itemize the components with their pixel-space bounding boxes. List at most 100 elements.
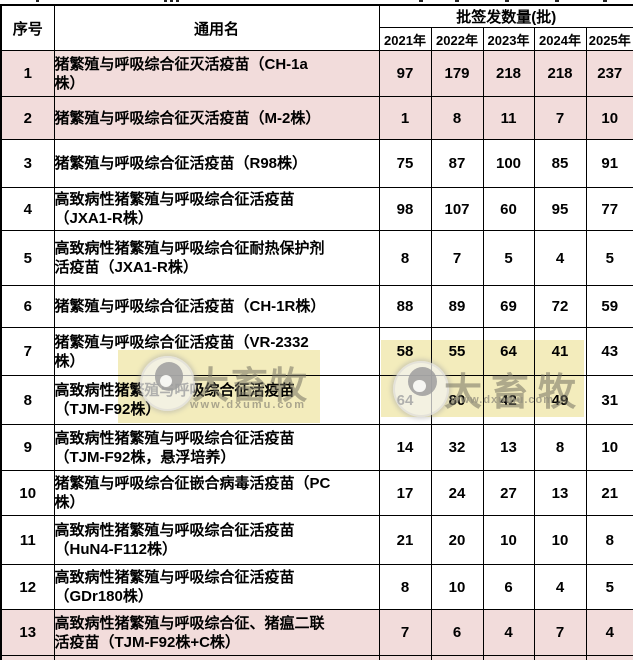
row-year-value (430, 655, 484, 660)
row-year-value: 237 (585, 50, 633, 97)
table-row: 9 高致病性猪繁殖与呼吸综合征活疫苗 （TJM-F92株，悬浮培养） 14 32 13 8… (0, 424, 633, 471)
row-year-value: 95 (533, 187, 587, 231)
row-year-value: 8 (533, 424, 587, 471)
row-year-value: 8 (378, 564, 432, 610)
row-year-value: 42 (482, 375, 535, 425)
row-generic-name: 猪繁殖与呼吸综合征活疫苗（VR-2332 株） (53, 327, 380, 376)
row-year-value: 88 (378, 285, 432, 328)
row-year-value: 8 (430, 96, 484, 140)
row-year-value: 179 (430, 50, 484, 97)
row-year-value (378, 655, 432, 660)
row-year-value: 10 (430, 564, 484, 610)
row-year-value: 10 (585, 424, 633, 471)
row-year-value: 10 (482, 515, 535, 565)
row-generic-name: 猪繁殖与呼吸综合征灭活疫苗（CH-1a 株） (53, 50, 380, 97)
batch-release-table: 序号 通用名 批签发数量(批) 2021年 2022年 2023年 2024年 … (0, 4, 633, 660)
row-year-value: 5 (585, 564, 633, 610)
table-row: 8 高致病性猪繁殖与呼吸综合征活疫苗 （TJM-F92株） 64 80 42 49 31 (0, 375, 633, 425)
row-year-value: 7 (533, 96, 587, 140)
table-row-partial (0, 655, 633, 660)
row-year-value: 43 (585, 327, 633, 376)
row-year-value: 75 (378, 139, 432, 188)
row-year-value: 8 (378, 230, 432, 286)
row-year-value: 4 (533, 564, 587, 610)
row-year-value: 10 (585, 96, 633, 140)
table-row: 12 高致病性猪繁殖与呼吸综合征活疫苗 （GDr180株） 8 10 6 4 5 (0, 564, 633, 610)
row-year-value: 87 (430, 139, 484, 188)
row-year-value: 218 (533, 50, 587, 97)
row-year-value: 6 (482, 564, 535, 610)
table-row: 6 猪繁殖与呼吸综合征活疫苗（CH-1R株） 88 89 69 72 59 (0, 285, 633, 328)
header-row-years: 2021年 2022年 2023年 2024年 2025年 (1, 27, 633, 51)
row-year-value: 13 (482, 424, 535, 471)
row-year-value: 97 (378, 50, 432, 97)
table-row: 10 猪繁殖与呼吸综合征嵌合病毒活疫苗（PC 株） 17 24 27 13 21 (0, 470, 633, 516)
row-year-value: 5 (585, 230, 633, 286)
header-batch-quantity-group: 批签发数量(批) (378, 4, 633, 28)
row-serial: 1 (0, 50, 55, 97)
row-year-value: 58 (378, 327, 432, 376)
table-row: 2 猪繁殖与呼吸综合征灭活疫苗（M-2株） 1 8 11 7 10 (0, 96, 633, 140)
row-year-value: 49 (533, 375, 587, 425)
row-generic-name: 猪繁殖与呼吸综合征嵌合病毒活疫苗（PC 株） (53, 470, 380, 516)
row-serial (0, 655, 55, 660)
clipped-row-above (0, 0, 633, 4)
row-year-value: 100 (482, 139, 535, 188)
header-row-group: 序号 通用名 批签发数量(批) (0, 4, 633, 51)
row-year-value: 64 (378, 375, 432, 425)
row-year-value (533, 655, 587, 660)
row-year-value: 89 (430, 285, 484, 328)
row-year-value: 85 (533, 139, 587, 188)
row-year-value (482, 655, 535, 660)
row-year-value: 20 (430, 515, 484, 565)
header-year-2023: 2023年 (482, 27, 535, 51)
header-serial: 序号 (0, 4, 55, 51)
row-serial: 3 (0, 139, 55, 188)
row-year-value: 218 (482, 50, 535, 97)
row-generic-name: 高致病性猪繁殖与呼吸综合征耐热保护剂 活疫苗（JXA1-R株） (53, 230, 380, 286)
row-year-value: 60 (482, 187, 535, 231)
row-serial: 5 (0, 230, 55, 286)
row-generic-name: 猪繁殖与呼吸综合征活疫苗（CH-1R株） (53, 285, 380, 328)
row-year-value: 98 (378, 187, 432, 231)
row-generic-name: 猪繁殖与呼吸综合征活疫苗（R98株） (53, 139, 380, 188)
row-year-value: 21 (585, 470, 633, 516)
row-year-value: 55 (430, 327, 484, 376)
row-serial: 9 (0, 424, 55, 471)
row-year-value: 21 (378, 515, 432, 565)
table-body: 1 猪繁殖与呼吸综合征灭活疫苗（CH-1a 株） 97 179 218 218 237 2 猪繁… (0, 50, 633, 660)
table-row: 5 高致病性猪繁殖与呼吸综合征耐热保护剂 活疫苗（JXA1-R株） 8 7 5 4 5 (0, 230, 633, 286)
row-generic-name (53, 655, 380, 660)
header-year-2024: 2024年 (533, 27, 587, 51)
row-year-value: 5 (482, 230, 535, 286)
row-year-value: 69 (482, 285, 535, 328)
row-year-value: 10 (533, 515, 587, 565)
row-generic-name: 高致病性猪繁殖与呼吸综合征活疫苗 （TJM-F92株） (53, 375, 380, 425)
row-year-value: 31 (585, 375, 633, 425)
header-generic-name: 通用名 (53, 4, 380, 51)
row-serial: 2 (0, 96, 55, 140)
row-generic-name: 猪繁殖与呼吸综合征灭活疫苗（M-2株） (53, 96, 380, 140)
row-year-value: 1 (378, 96, 432, 140)
header-year-2021: 2021年 (378, 27, 432, 51)
row-year-value: 17 (378, 470, 432, 516)
row-year-value: 77 (585, 187, 633, 231)
row-serial: 7 (0, 327, 55, 376)
row-serial: 6 (0, 285, 55, 328)
row-year-value: 80 (430, 375, 484, 425)
row-year-value: 107 (430, 187, 484, 231)
row-generic-name: 高致病性猪繁殖与呼吸综合征、猪瘟二联 活疫苗（TJM-F92株+C株） (53, 609, 380, 656)
row-serial: 8 (0, 375, 55, 425)
row-year-value: 13 (533, 470, 587, 516)
row-year-value: 91 (585, 139, 633, 188)
table-row: 13 高致病性猪繁殖与呼吸综合征、猪瘟二联 活疫苗（TJM-F92株+C株） 7 6 4… (0, 609, 633, 656)
row-year-value: 8 (585, 515, 633, 565)
row-year-value: 4 (533, 230, 587, 286)
row-year-value (585, 655, 633, 660)
row-year-value: 6 (430, 609, 484, 656)
table-row: 3 猪繁殖与呼吸综合征活疫苗（R98株） 75 87 100 85 91 (0, 139, 633, 188)
row-year-value: 59 (585, 285, 633, 328)
row-serial: 10 (0, 470, 55, 516)
header-year-2022: 2022年 (430, 27, 484, 51)
table-row: 1 猪繁殖与呼吸综合征灭活疫苗（CH-1a 株） 97 179 218 218 237 (0, 50, 633, 97)
